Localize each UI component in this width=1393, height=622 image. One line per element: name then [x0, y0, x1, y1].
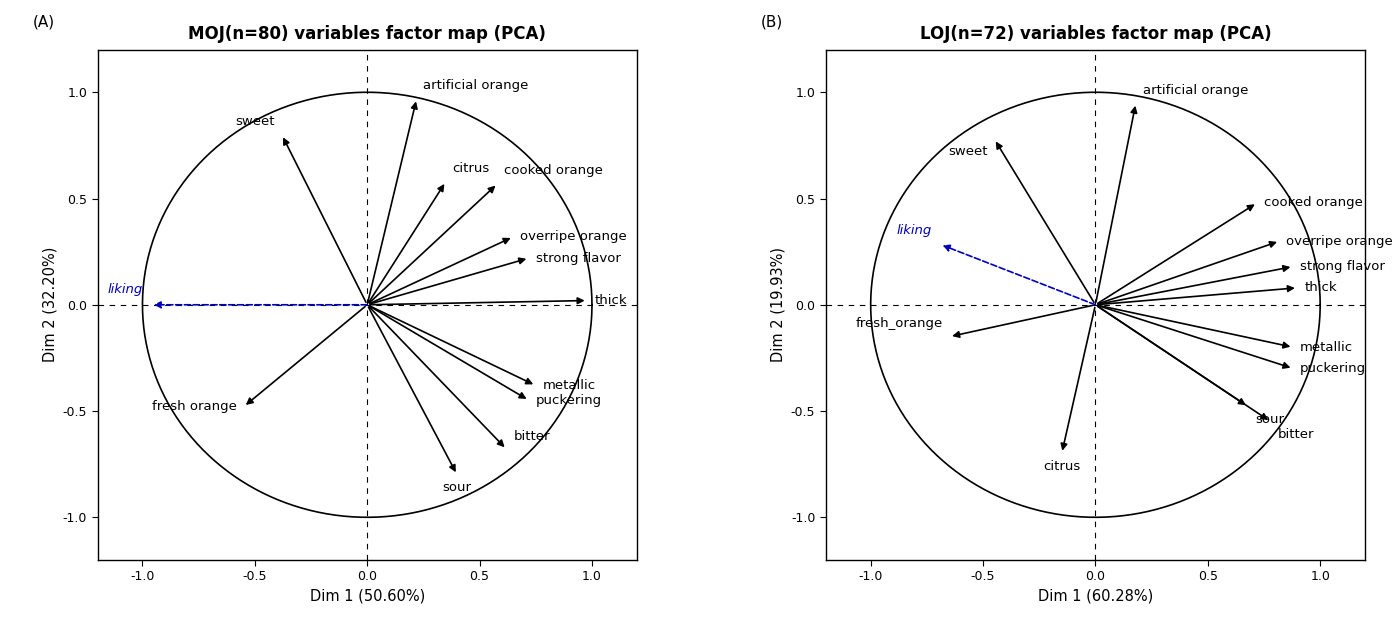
Text: bitter: bitter	[1277, 428, 1314, 441]
Text: sour: sour	[443, 481, 472, 494]
X-axis label: Dim 1 (60.28%): Dim 1 (60.28%)	[1038, 589, 1153, 604]
Text: bitter: bitter	[513, 430, 550, 443]
Text: citrus: citrus	[1043, 460, 1081, 473]
Text: puckering: puckering	[1300, 362, 1367, 375]
Text: cooked orange: cooked orange	[504, 164, 603, 177]
Text: citrus: citrus	[453, 162, 490, 175]
Text: sour: sour	[1255, 413, 1284, 426]
Text: overripe orange: overripe orange	[520, 230, 627, 243]
Text: fresh orange: fresh orange	[152, 401, 237, 413]
Text: puckering: puckering	[536, 394, 602, 407]
Text: fresh_orange: fresh_orange	[855, 317, 943, 330]
Text: thick: thick	[595, 294, 627, 307]
Y-axis label: Dim 2 (19.93%): Dim 2 (19.93%)	[770, 248, 786, 362]
Text: metallic: metallic	[1300, 341, 1353, 354]
X-axis label: Dim 1 (50.60%): Dim 1 (50.60%)	[309, 589, 425, 604]
Title: MOJ(n=80) variables factor map (PCA): MOJ(n=80) variables factor map (PCA)	[188, 25, 546, 43]
Text: strong flavor: strong flavor	[536, 251, 621, 264]
Text: sweet: sweet	[949, 146, 988, 159]
Text: (A): (A)	[33, 14, 54, 29]
Text: liking: liking	[107, 283, 142, 296]
Text: thick: thick	[1304, 281, 1337, 294]
Text: strong flavor: strong flavor	[1300, 260, 1385, 273]
Text: artificial orange: artificial orange	[1142, 83, 1248, 96]
Y-axis label: Dim 2 (32.20%): Dim 2 (32.20%)	[42, 247, 57, 363]
Text: cooked orange: cooked orange	[1263, 197, 1362, 209]
Text: sweet: sweet	[235, 116, 274, 128]
Title: LOJ(n=72) variables factor map (PCA): LOJ(n=72) variables factor map (PCA)	[919, 25, 1272, 43]
Text: (B): (B)	[761, 14, 783, 29]
Text: artificial orange: artificial orange	[423, 79, 529, 92]
Text: metallic: metallic	[542, 379, 596, 392]
Text: overripe orange: overripe orange	[1287, 234, 1393, 248]
Text: liking: liking	[896, 224, 932, 237]
